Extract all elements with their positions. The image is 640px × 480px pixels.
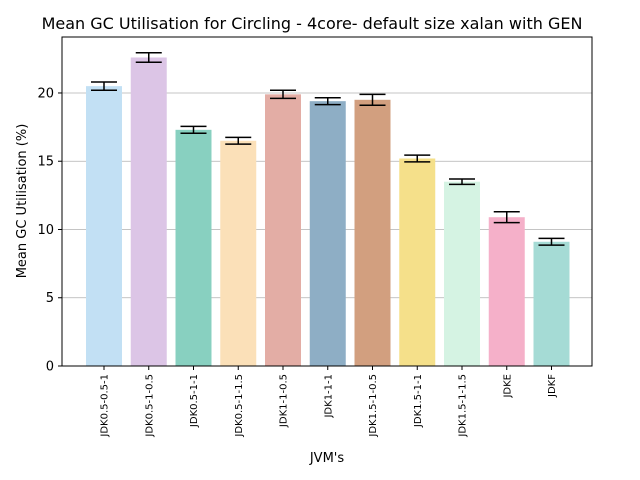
- bar: [399, 158, 436, 366]
- plot-frame: [61, 36, 593, 367]
- bar: [130, 57, 167, 367]
- error-bars: [91, 51, 565, 246]
- x-axis: JDK0.5-0.5-1 JDK0.5-1-0.5 JDK0.5-1-1 JDK0.5…: [100, 366, 558, 438]
- x-tick-label: JDKE: [502, 374, 513, 399]
- x-axis-label: JVM's: [309, 451, 345, 466]
- y-tick-label: 15: [37, 155, 54, 170]
- x-tick-label: JDK1.5-1-1.5: [458, 374, 469, 438]
- bar: [175, 129, 212, 366]
- bar: [444, 181, 480, 366]
- bar: [265, 94, 301, 367]
- bar: [86, 86, 122, 366]
- x-tick-label: JDK0.5-1-0.5: [144, 374, 155, 438]
- x-tick-label: JDKF: [547, 374, 558, 398]
- x-tick-label: JDK1.5-1-0.5: [368, 374, 379, 438]
- bar: [220, 140, 257, 366]
- y-tick-label: 5: [46, 291, 54, 306]
- chart-title: Mean GC Utilisation for Circling - 4core…: [42, 14, 583, 33]
- x-tick-label: JDK1.5-1-1: [413, 374, 424, 428]
- bar: [354, 99, 391, 366]
- x-tick-label: JDK0.5-0.5-1: [100, 374, 111, 438]
- y-axis-label: Mean GC Utilisation (%): [15, 124, 30, 279]
- y-axis: 0 5 10 15 20: [37, 86, 62, 375]
- x-tick-label: JDK1-1-1: [323, 374, 334, 419]
- y-tick-label: 10: [37, 223, 54, 238]
- x-tick-label: JDK0.5-1-1.5: [234, 374, 245, 438]
- x-tick-label: JDK0.5-1-1: [189, 374, 200, 428]
- y-tick-label: 0: [46, 360, 54, 375]
- y-tick-label: 20: [37, 86, 54, 101]
- bar: [488, 217, 525, 366]
- bar: [533, 241, 570, 366]
- bar: [309, 101, 346, 366]
- x-tick-label: JDK1-1-0.5: [279, 374, 290, 428]
- bars: [86, 57, 570, 367]
